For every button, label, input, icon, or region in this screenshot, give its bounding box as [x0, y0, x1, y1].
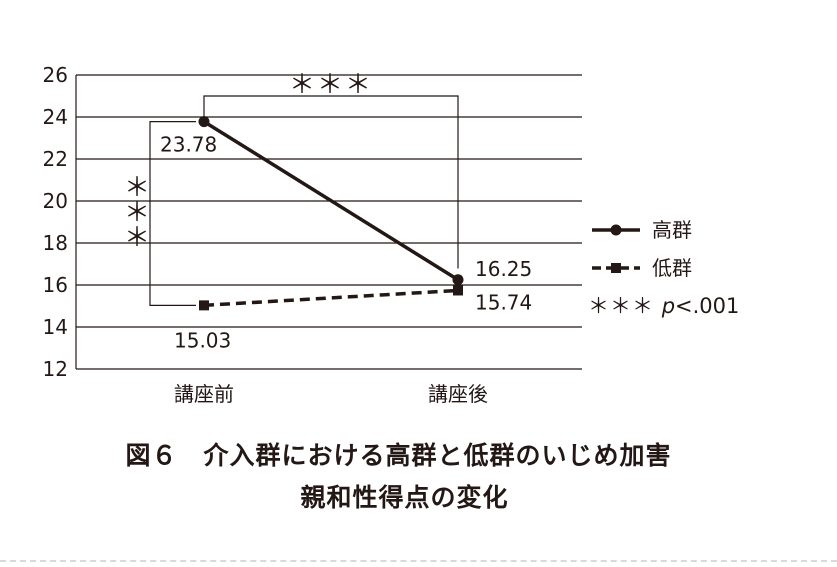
y-tick-label-18: 18 [43, 231, 68, 255]
figure-caption-line-1: 図６ 介入群における高群と低群のいじめ加害 [125, 441, 672, 470]
figure-caption-line-2: 親和性得点の変化 [300, 483, 509, 512]
series-high-point-2 [452, 274, 464, 286]
y-tick-label-20: 20 [43, 189, 68, 213]
series-high-line [203, 120, 459, 282]
side-bracket-stars: ＊＊＊ [124, 173, 150, 253]
legend-low-marker [611, 263, 621, 273]
y-tick-label-24: 24 [43, 105, 68, 129]
significance-note: ＊＊＊ p<.001 [588, 294, 739, 318]
series-low-line [203, 288, 459, 308]
y-tick-label-16: 16 [43, 273, 68, 297]
data-label-low-2: 15.74 [475, 290, 532, 314]
data-label-low-1: 15.03 [174, 328, 231, 352]
top-bracket [203, 95, 459, 269]
y-tick-label-14: 14 [43, 315, 68, 339]
data-label-high-1: 23.78 [160, 133, 217, 157]
line-chart: 12 14 16 18 20 22 24 26 講座前 講座後 ＊＊＊ ＊＊＊ 23.78 16.2… [43, 63, 740, 406]
gridlines [75, 74, 582, 370]
legend-high-marker [610, 224, 622, 236]
series-low-point-1 [199, 300, 209, 311]
x-tick-label-2: 講座後 [428, 382, 488, 406]
data-label-high-2: 16.25 [475, 257, 532, 281]
bottom-divider [0, 560, 837, 562]
series [198, 116, 464, 311]
y-tick-label-22: 22 [43, 147, 68, 171]
significance-brackets: ＊＊＊ ＊＊＊ [124, 70, 459, 306]
x-axis-ticks: 講座前 講座後 [174, 382, 488, 406]
y-tick-label-12: 12 [43, 357, 68, 381]
x-tick-label-1: 講座前 [174, 382, 234, 406]
top-bracket-stars: ＊＊＊ [289, 70, 373, 100]
legend-low-label: 低群 [652, 256, 692, 280]
side-bracket [149, 121, 196, 306]
series-high-point-1 [198, 116, 210, 128]
data-labels: 23.78 16.25 15.03 15.74 [160, 133, 532, 353]
series-low-point-2 [453, 285, 463, 296]
y-tick-label-26: 26 [43, 63, 68, 87]
y-axis-ticks: 12 14 16 18 20 22 24 26 [43, 63, 68, 381]
legend-high-label: 高群 [652, 218, 692, 242]
